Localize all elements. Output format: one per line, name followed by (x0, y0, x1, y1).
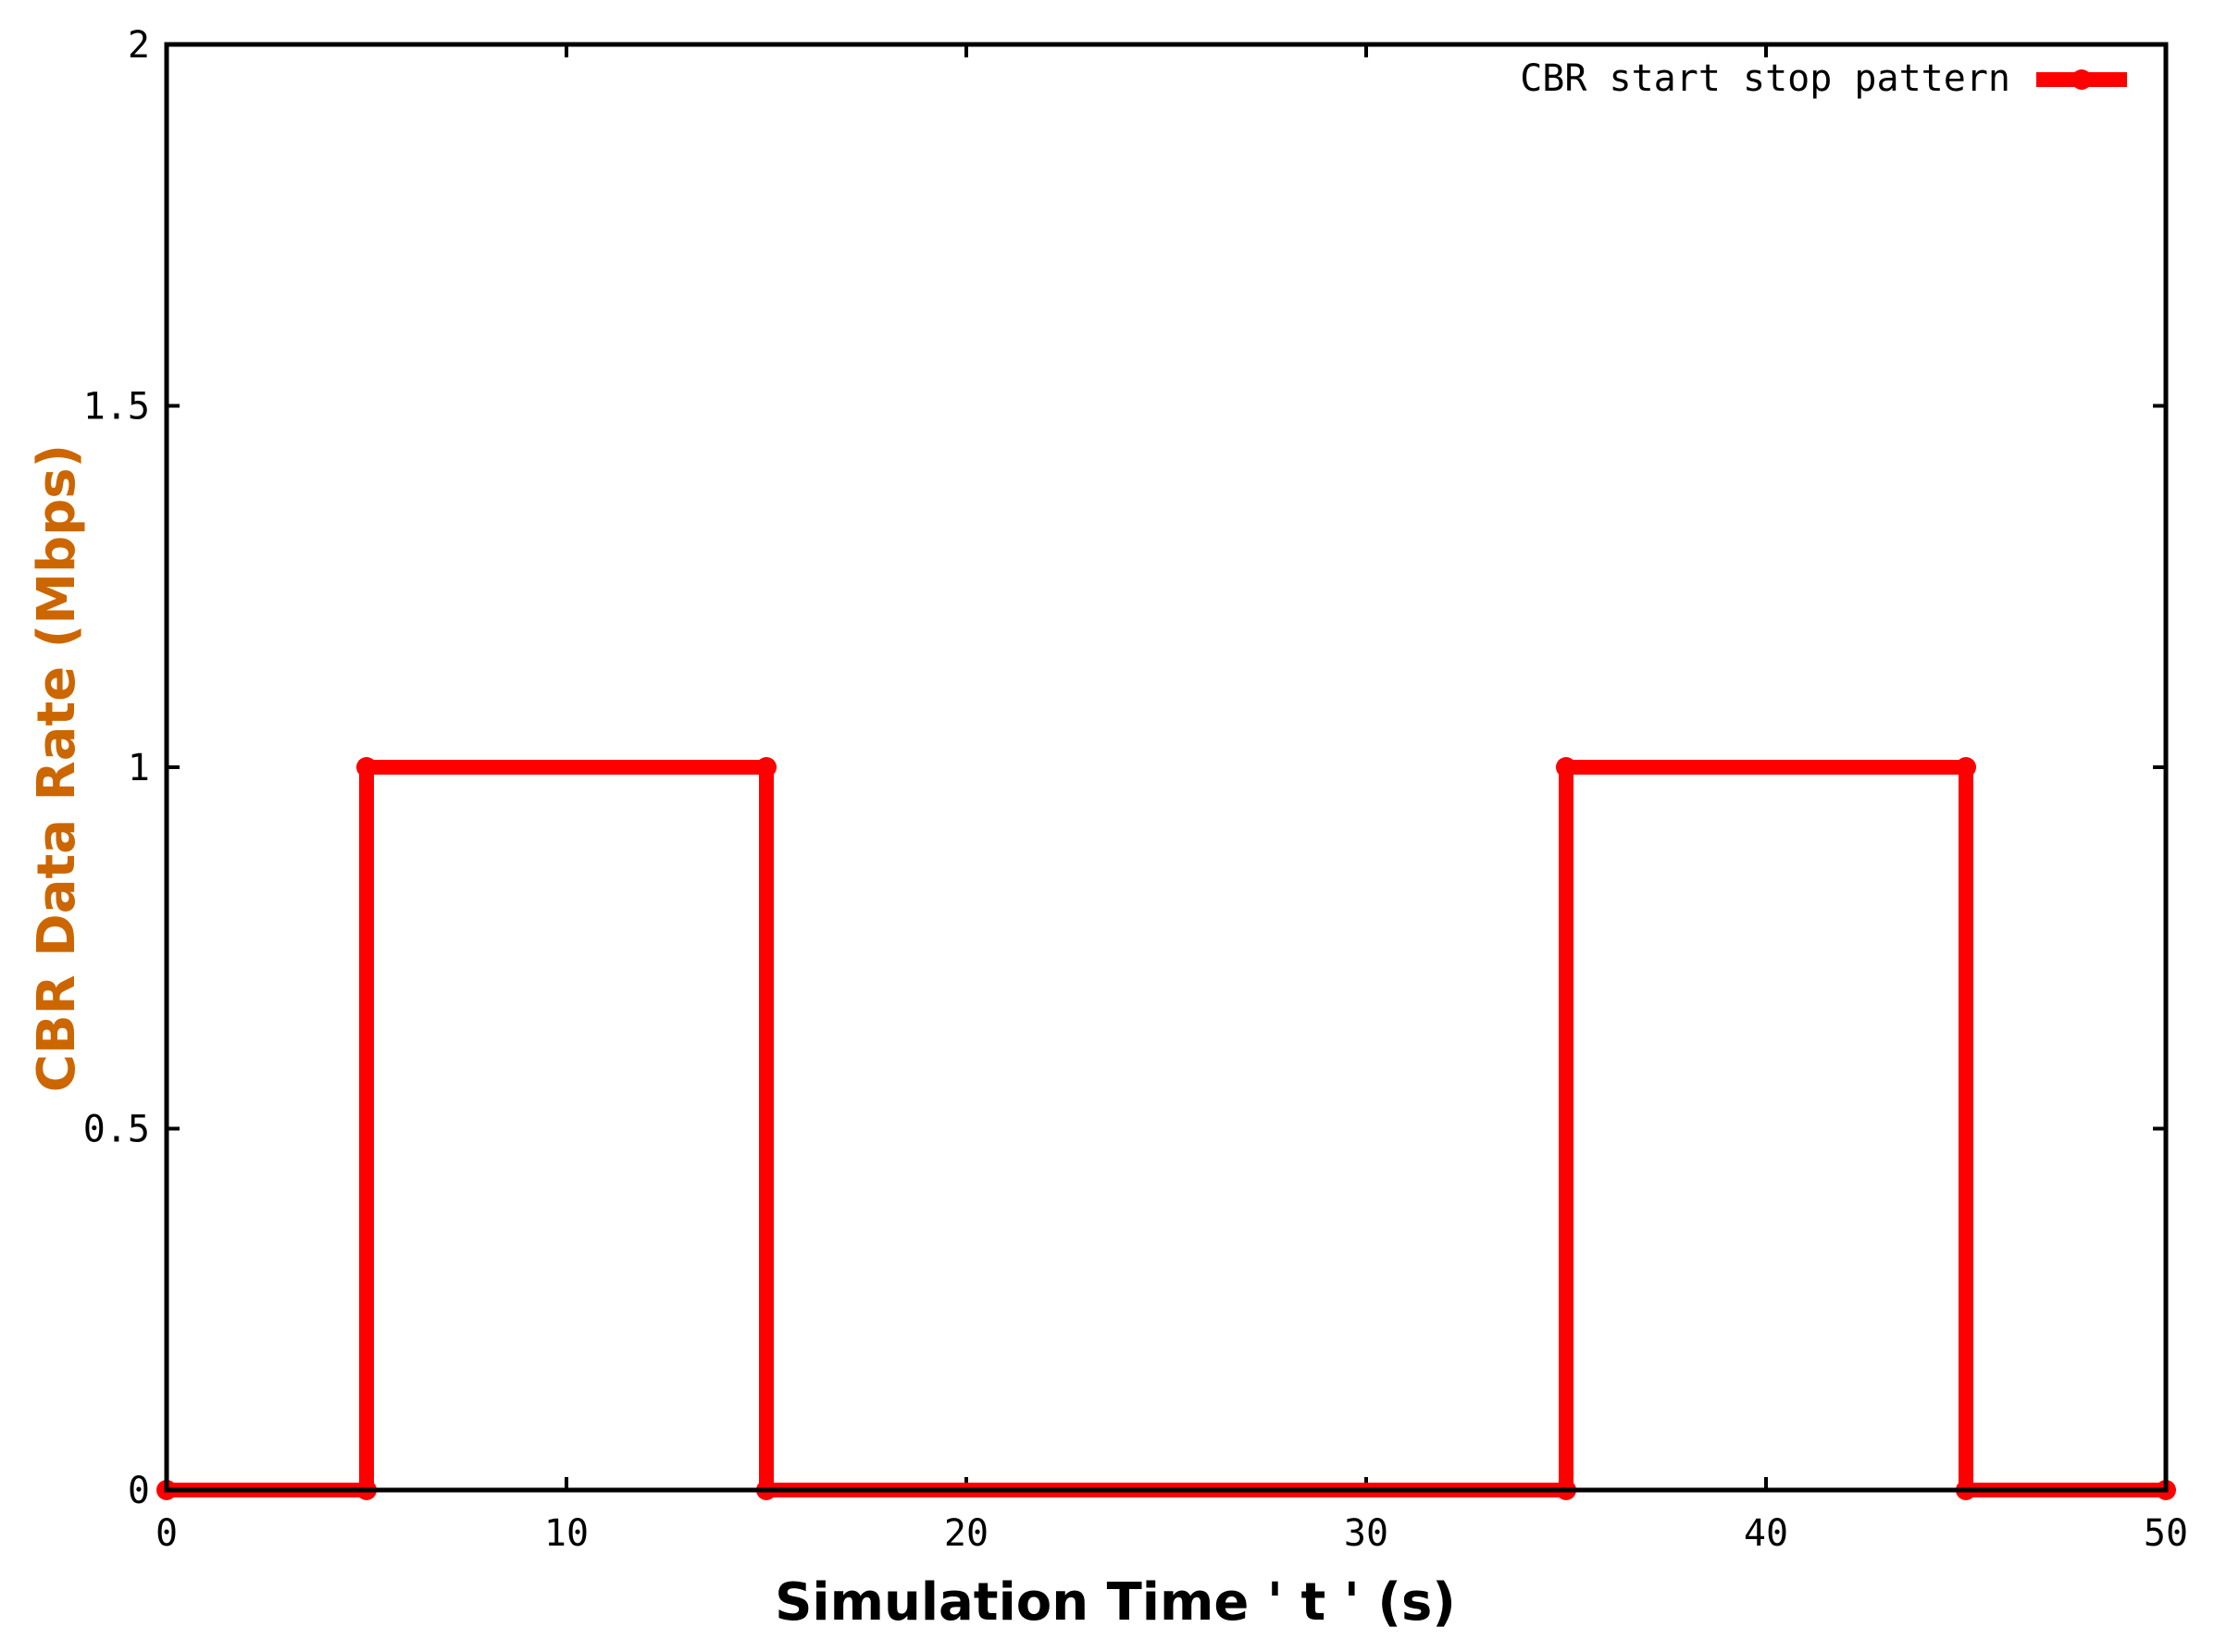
y-tick-label: 0 (128, 1470, 150, 1512)
legend-label: CBR start stop pattern (1520, 57, 2010, 100)
x-tick-label: 10 (544, 1512, 589, 1555)
x-tick-label: 20 (944, 1512, 989, 1555)
legend: CBR start stop pattern (1520, 57, 2127, 100)
series-point (1956, 757, 1976, 777)
x-tick-label: 0 (155, 1512, 178, 1555)
plot-frame (164, 42, 2169, 1493)
y-tick-label: 2 (128, 24, 150, 67)
x-tick-label: 50 (2144, 1512, 2188, 1555)
tick-labels: 0 10 20 30 40 50 0 0.5 1 1.5 2 (83, 24, 2188, 1555)
x-tick-label: 30 (1344, 1512, 1388, 1555)
series-point (356, 757, 377, 777)
y-axis-title: CBR Data Rate (Mbps) (27, 444, 87, 1092)
x-axis-title: Simulation Time ' t ' (s) (775, 1572, 1456, 1633)
series-point (1556, 757, 1576, 777)
y-tick-label: 1.5 (83, 386, 150, 429)
y-tick-label: 0.5 (83, 1109, 150, 1151)
y-tick-label: 1 (128, 747, 150, 789)
x-tick-label: 40 (1744, 1512, 1788, 1555)
series-point (756, 757, 777, 777)
legend-marker-sample (2071, 69, 2092, 90)
